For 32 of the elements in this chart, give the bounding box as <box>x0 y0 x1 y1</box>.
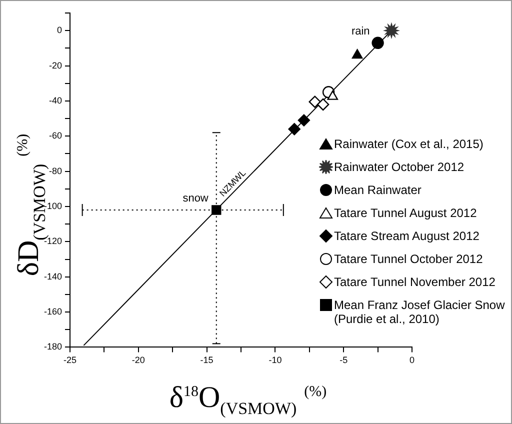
point <box>288 122 300 136</box>
y-tick-label: -20 <box>49 60 62 70</box>
y-tick-label: -180 <box>44 342 62 352</box>
point <box>308 96 321 108</box>
point <box>298 114 310 126</box>
x-tick-label: -25 <box>64 355 77 366</box>
y-tick-label: 0 <box>57 25 62 36</box>
legend-label: Rainwater October 2012 <box>334 160 464 174</box>
point <box>327 90 338 100</box>
point <box>372 36 384 49</box>
annotation: rain <box>351 25 370 38</box>
legend-label: Tatare Stream August 2012 <box>334 229 480 243</box>
point <box>382 22 400 40</box>
y-tick-label: -40 <box>49 95 62 106</box>
annotation: snow <box>182 192 208 205</box>
x-tick-label: -10 <box>268 355 282 366</box>
point <box>316 98 330 111</box>
point <box>212 205 222 215</box>
legend-label: Mean Rainwater <box>334 183 422 197</box>
point <box>352 49 363 59</box>
x-tick-label: -20 <box>132 355 145 366</box>
legend-label: Tatare Tunnel November 2012 <box>334 275 496 289</box>
legend-label: Tatare Tunnel August 2012 <box>334 206 477 220</box>
legend-label: Rainwater (Cox et al., 2015) <box>334 137 484 151</box>
legend-label: Tatare Tunnel October 2012 <box>334 252 483 266</box>
x-tick-label: 0 <box>409 355 415 366</box>
y-tick-label: -80 <box>49 166 62 176</box>
y-tick-label: -60 <box>49 130 62 141</box>
x-tick-label: -15 <box>200 355 214 366</box>
legend-label: Mean Franz Josef Glacier Snow (Purdie et al., 2010) <box>334 298 506 326</box>
x-tick-label: -5 <box>340 355 348 366</box>
y-tick-label: -160 <box>44 306 62 317</box>
